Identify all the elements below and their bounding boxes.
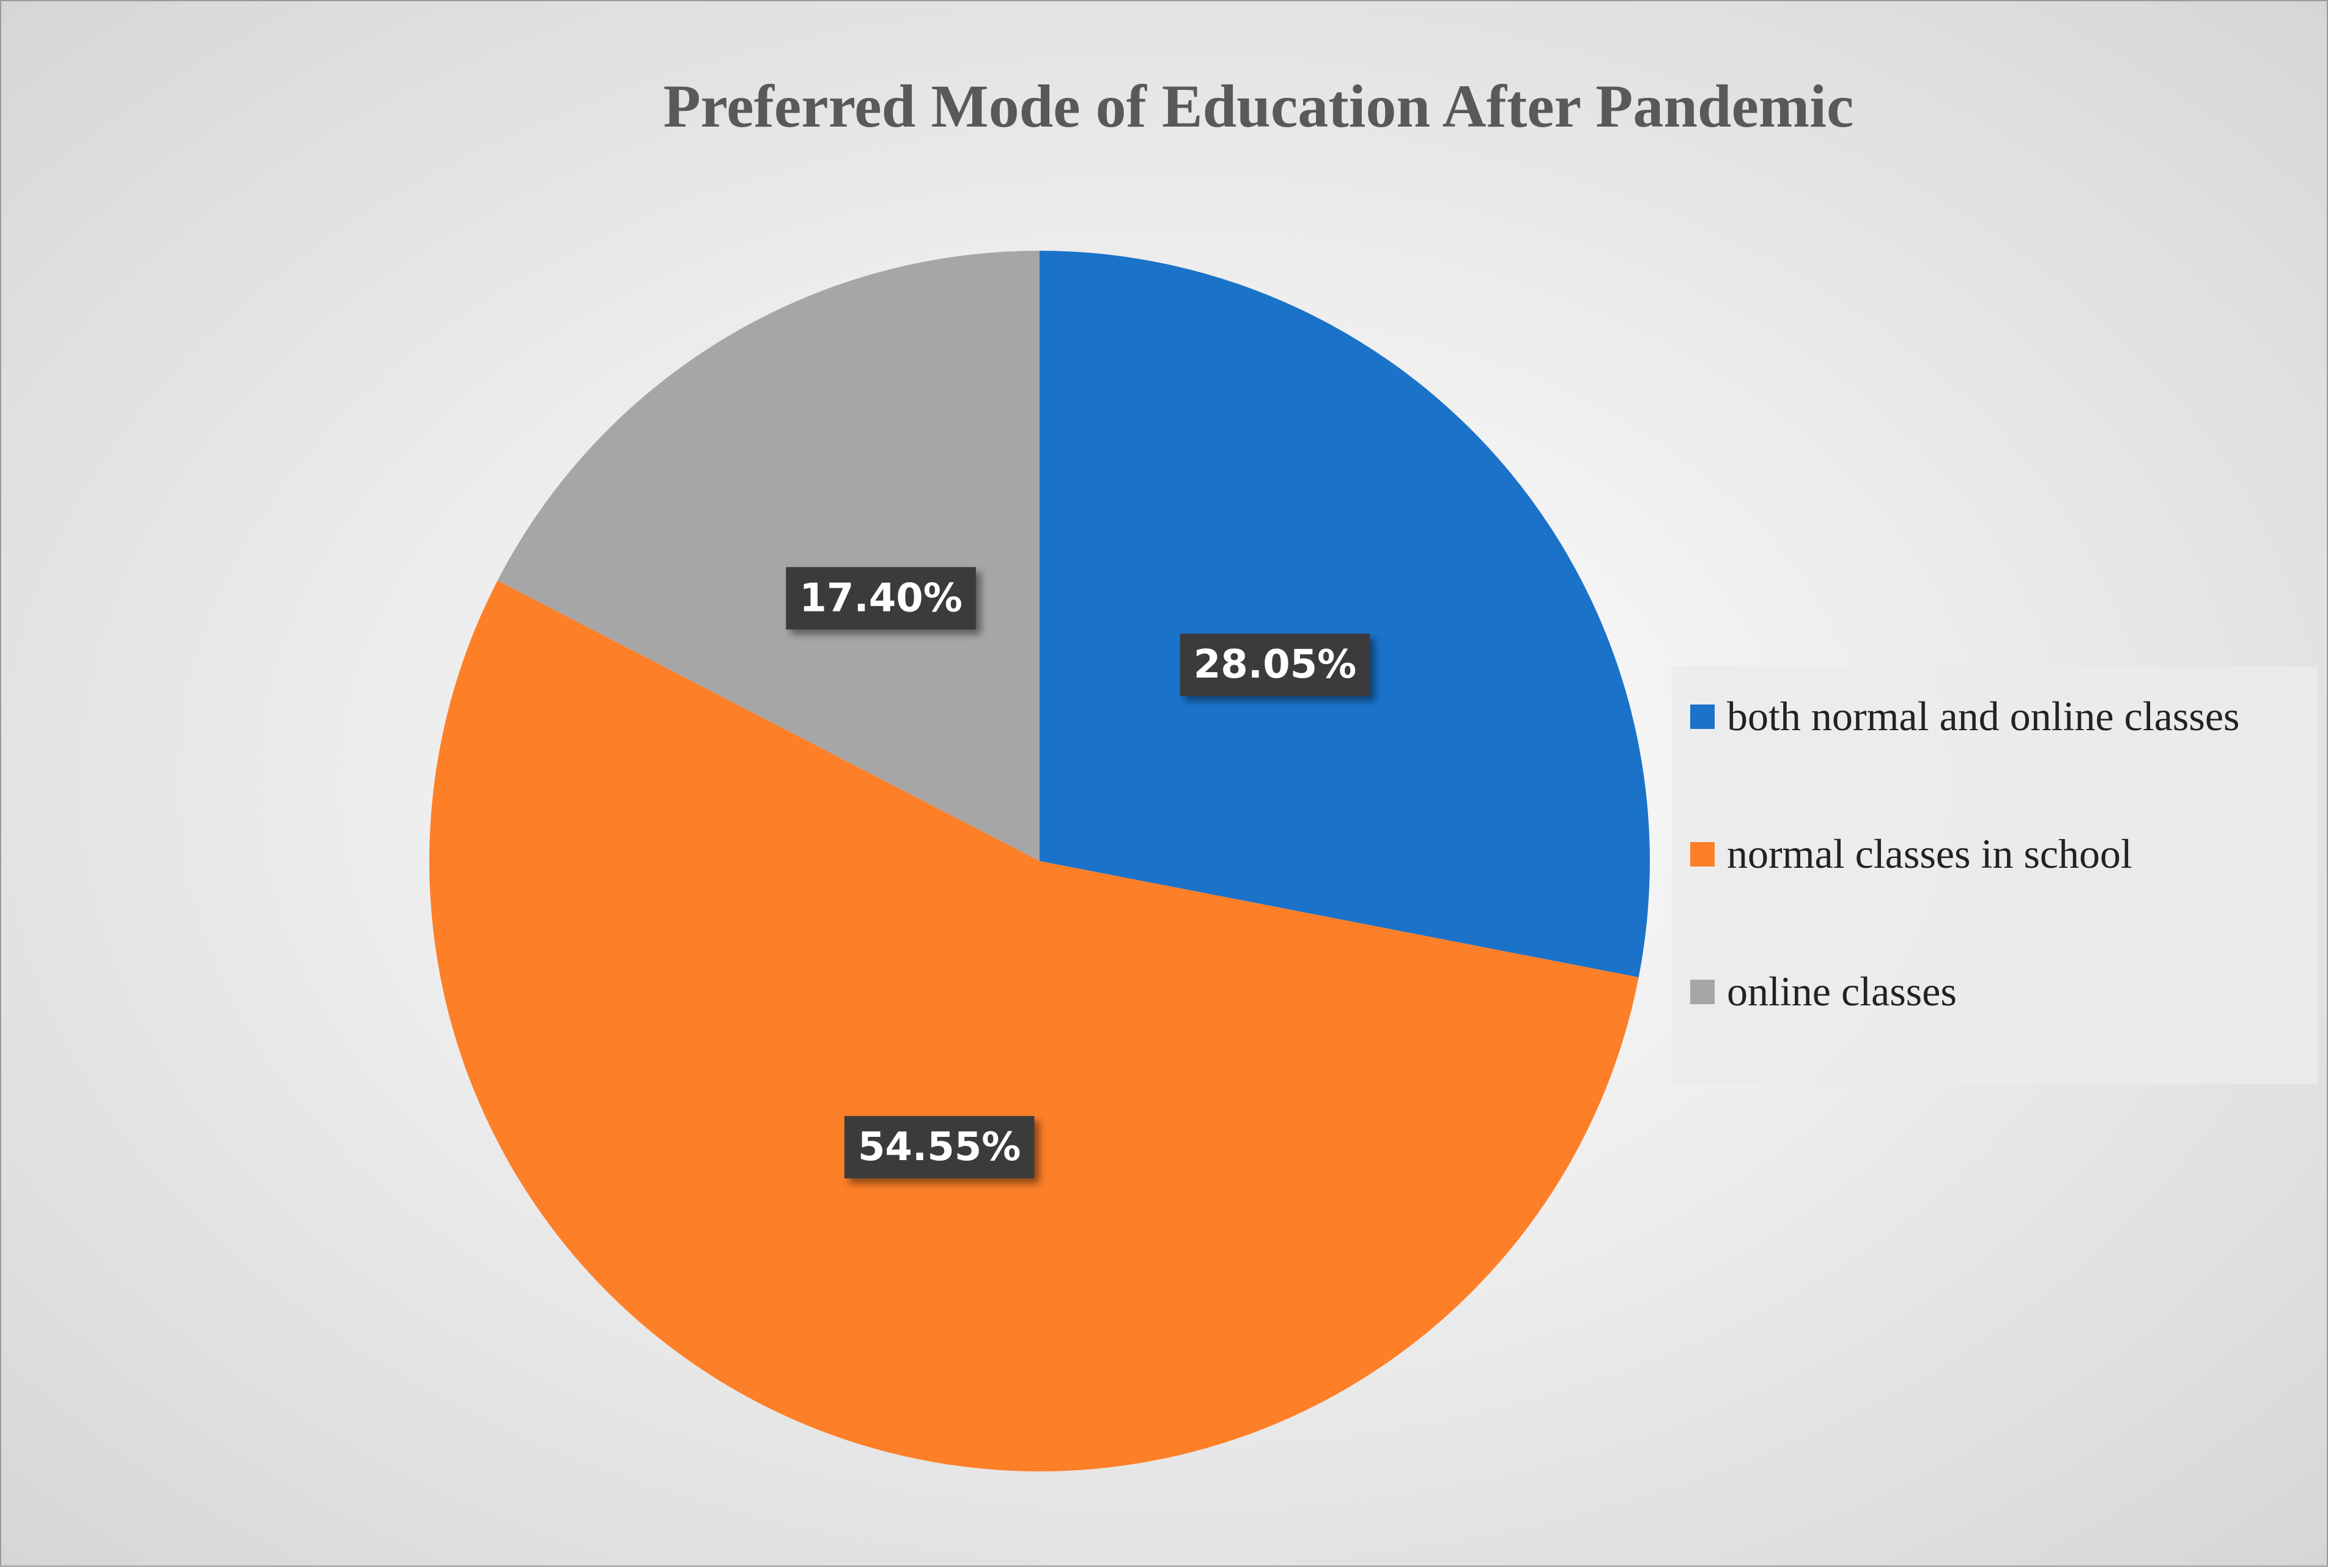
data-label: 28.05%: [1194, 642, 1357, 687]
legend-swatch: [1690, 704, 1715, 729]
data-label-group: 54.55%: [844, 1115, 1035, 1178]
legend-label: both normal and online classes: [1727, 693, 2240, 739]
data-label-group: 17.40%: [786, 567, 976, 630]
pie-slice: [429, 580, 1639, 1472]
legend-item: online classes: [1690, 960, 2302, 1023]
data-label-box: [1180, 634, 1370, 697]
data-label-box: [786, 567, 976, 630]
data-label: 17.40%: [799, 575, 963, 621]
legend-swatch: [1690, 842, 1715, 867]
data-label: 54.55%: [858, 1125, 1021, 1170]
chart-title: Preferred Mode of Education After Pandem…: [663, 72, 1854, 140]
legend-swatch: [1690, 980, 1715, 1004]
legend-item: normal classes in school: [1690, 823, 2302, 885]
legend-label: normal classes in school: [1727, 830, 2132, 877]
legend: both normal and online classes normal cla…: [1672, 667, 2318, 1084]
pie-slice: [1040, 251, 1650, 978]
legend-item: both normal and online classes: [1690, 685, 2302, 747]
legend-label: online classes: [1727, 968, 1957, 1015]
data-label-box: [844, 1115, 1035, 1178]
pie-slice: [497, 251, 1040, 861]
data-label-group: 28.05%: [1180, 634, 1370, 697]
